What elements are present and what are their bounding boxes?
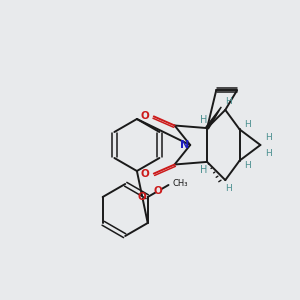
Text: N: N [180, 140, 189, 150]
Polygon shape [206, 107, 221, 129]
Text: H: H [265, 133, 272, 142]
Text: O: O [154, 186, 163, 196]
Text: H: H [200, 165, 208, 175]
Text: CH₃: CH₃ [172, 179, 188, 188]
Text: H: H [225, 184, 232, 193]
Text: H: H [265, 148, 272, 158]
Text: O: O [140, 111, 149, 122]
Text: H: H [244, 120, 251, 129]
Text: H: H [225, 98, 232, 106]
Text: H: H [244, 161, 251, 170]
Text: H: H [200, 115, 208, 125]
Text: O: O [140, 169, 149, 178]
Text: O: O [138, 192, 147, 202]
